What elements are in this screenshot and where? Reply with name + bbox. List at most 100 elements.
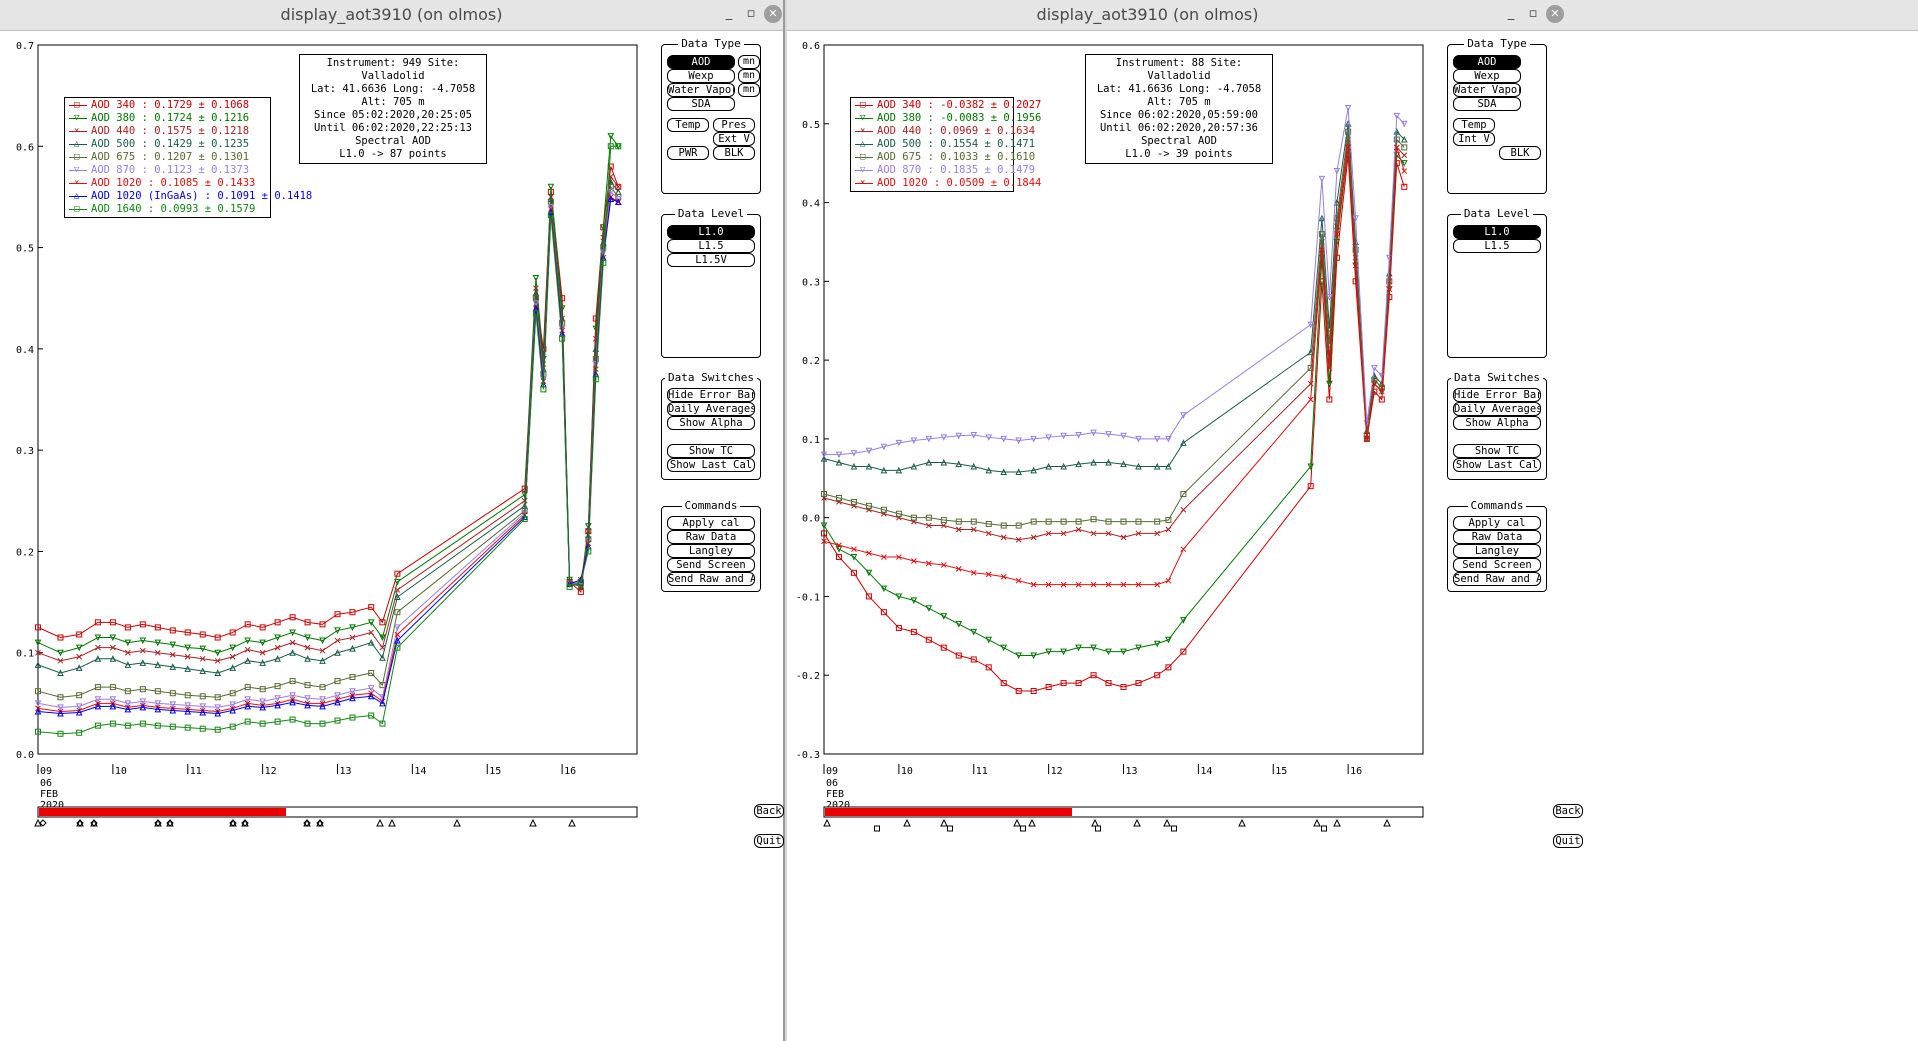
data-point xyxy=(547,204,555,211)
close-button[interactable]: ✕ xyxy=(764,5,782,23)
langley-button[interactable]: Langley xyxy=(1453,544,1541,558)
hide-error-bars-button[interactable]: Hide Error Bars xyxy=(1453,388,1541,402)
data-point xyxy=(367,638,375,646)
sda-button[interactable]: SDA xyxy=(667,97,735,111)
series-line xyxy=(37,198,619,714)
show-alpha-button[interactable]: Show Alpha xyxy=(1453,416,1541,430)
calibration-marker xyxy=(1321,825,1327,832)
apply-cal-button[interactable]: Apply cal xyxy=(1453,516,1541,530)
water-vapor-button[interactable]: Water Vapor xyxy=(667,83,735,97)
apply-cal-button[interactable]: Apply cal xyxy=(667,516,755,530)
mn-button[interactable]: mn xyxy=(738,83,760,97)
data-point xyxy=(34,661,42,668)
data-point xyxy=(1030,652,1037,660)
show-alpha-button[interactable]: Show Alpha xyxy=(667,416,755,430)
back-button[interactable]: Back xyxy=(1553,804,1583,818)
data-point xyxy=(334,611,341,618)
plot-frame xyxy=(37,44,638,755)
daily-averages-button[interactable]: Daily Averages xyxy=(667,402,755,416)
data-point xyxy=(259,659,266,666)
data-point xyxy=(94,655,102,662)
show-tc-button[interactable]: Show TC xyxy=(1453,444,1541,458)
legend-marker-icon: □ xyxy=(74,152,80,162)
data-point xyxy=(394,631,401,638)
wexp-button[interactable]: Wexp xyxy=(1453,69,1521,83)
series-line xyxy=(37,196,619,712)
titlebar-left[interactable]: display_aot3910 (on olmos) _ ▫ ✕ xyxy=(0,0,783,31)
legend-marker-icon: □ xyxy=(74,204,80,214)
data-point xyxy=(1060,518,1067,525)
data-point xyxy=(304,720,311,727)
mn-button[interactable]: mn xyxy=(738,69,760,83)
data-point xyxy=(109,684,116,691)
mn-button[interactable]: mn xyxy=(738,55,760,69)
temp-button[interactable]: Temp xyxy=(667,118,709,132)
raw-data-button[interactable]: Raw Data xyxy=(667,530,755,544)
send-raw-and-aod-button[interactable]: Send Raw and AOD xyxy=(667,572,755,586)
data-point xyxy=(289,698,296,706)
close-button[interactable]: ✕ xyxy=(1546,5,1564,23)
level-l1-5v-button[interactable]: L1.5V xyxy=(667,253,755,267)
data-point xyxy=(76,729,83,736)
data-point xyxy=(289,639,296,646)
minimize-button[interactable]: _ xyxy=(1507,6,1515,21)
measurement-marker xyxy=(940,818,948,827)
aod-chart-right: -0.3 -0.2 -0.1 0.0 0.1 0.2 0.3 0.4 0.5 0.6 09 10 11 1… xyxy=(796,41,1424,832)
quit-button[interactable]: Quit xyxy=(1553,834,1583,848)
minimize-button[interactable]: _ xyxy=(725,6,733,21)
data-point xyxy=(1120,534,1127,541)
data-point xyxy=(57,669,64,676)
show-tc-button[interactable]: Show TC xyxy=(667,444,755,458)
panel-title: Data Level xyxy=(674,207,748,220)
panel-title: Data Switches xyxy=(1450,371,1544,384)
pwr-button[interactable]: PWR xyxy=(667,146,709,160)
blk-button[interactable]: BLK xyxy=(713,146,755,160)
data-point xyxy=(349,674,356,681)
level-l1-0-button[interactable]: L1.0 xyxy=(667,225,755,239)
daily-averages-button[interactable]: Daily Averages xyxy=(1453,402,1541,416)
quit-button[interactable]: Quit xyxy=(754,834,784,848)
blk-button[interactable]: BLK xyxy=(1499,146,1541,160)
data-point xyxy=(970,518,977,525)
data-point xyxy=(607,143,614,150)
data-point xyxy=(925,560,932,567)
send-screen-button[interactable]: Send Screen xyxy=(1453,558,1541,572)
level-l1-5-button[interactable]: L1.5 xyxy=(667,239,755,253)
maximize-button[interactable]: ▫ xyxy=(746,6,756,21)
titlebar-right[interactable]: display_aot3910 (on olmos) _ ▫ ✕ xyxy=(787,0,1918,31)
aod-button[interactable]: AOD xyxy=(1453,55,1521,69)
level-l1-0-button[interactable]: L1.0 xyxy=(1453,225,1541,239)
data-point xyxy=(1135,530,1142,537)
data-point xyxy=(394,593,401,601)
water-vapor-button[interactable]: Water Vapor xyxy=(1453,83,1521,97)
pres-button[interactable]: Pres xyxy=(713,118,755,132)
level-l1-5-button[interactable]: L1.5 xyxy=(1453,239,1541,253)
data-point xyxy=(865,447,873,455)
data-point xyxy=(1075,581,1082,588)
data-point xyxy=(304,695,311,702)
send-screen-button[interactable]: Send Screen xyxy=(667,558,755,572)
int-v-button[interactable]: Int V xyxy=(1453,132,1495,146)
data-point xyxy=(1180,648,1187,655)
data-point xyxy=(865,593,872,600)
legend-label: AOD 1020 : 0.1085 ± 0.1433 xyxy=(91,177,256,189)
show-last-cal-button[interactable]: Show Last Cal xyxy=(1453,458,1541,472)
back-button[interactable]: Back xyxy=(754,804,784,818)
raw-data-button[interactable]: Raw Data xyxy=(1453,530,1541,544)
langley-button[interactable]: Langley xyxy=(667,544,755,558)
show-last-cal-button[interactable]: Show Last Cal xyxy=(667,458,755,472)
panel-title: Data Switches xyxy=(664,371,758,384)
data-point xyxy=(229,629,236,636)
ext-v-button[interactable]: Ext V xyxy=(713,132,755,146)
data-point xyxy=(1135,518,1142,525)
wexp-button[interactable]: Wexp xyxy=(667,69,735,83)
data-point xyxy=(379,699,386,707)
data-point xyxy=(124,639,132,647)
hide-error-bars-button[interactable]: Hide Error Bars xyxy=(667,388,755,402)
data-point xyxy=(1075,644,1082,652)
send-raw-and-aod-button[interactable]: Send Raw and AOD xyxy=(1453,572,1541,586)
maximize-button[interactable]: ▫ xyxy=(1528,6,1538,21)
aod-button[interactable]: AOD xyxy=(667,55,735,69)
temp-button[interactable]: Temp xyxy=(1453,118,1495,132)
sda-button[interactable]: SDA xyxy=(1453,97,1521,111)
